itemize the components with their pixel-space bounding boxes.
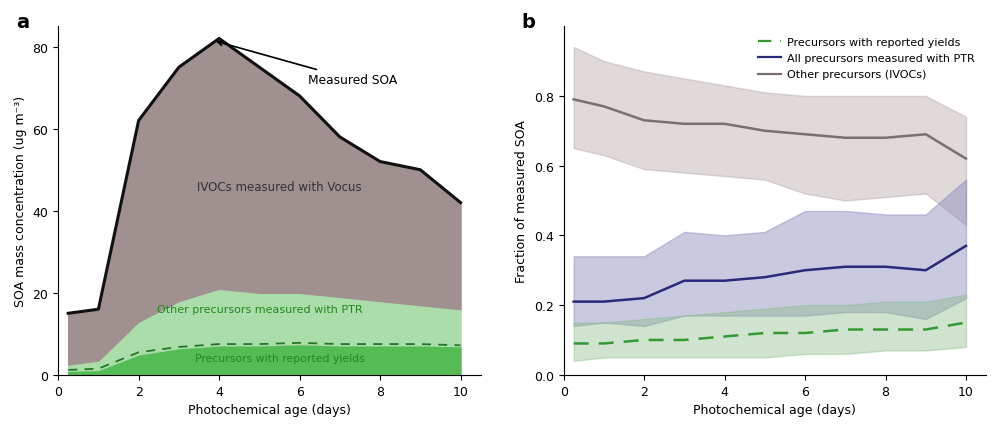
Y-axis label: Fraction of measured SOA: Fraction of measured SOA [515,120,528,282]
Y-axis label: SOA mass concentration (ug m⁻³): SOA mass concentration (ug m⁻³) [14,96,27,306]
Text: IVOCs measured with Vocus: IVOCs measured with Vocus [197,180,362,193]
Text: b: b [521,13,535,32]
Text: Other precursors measured with PTR: Other precursors measured with PTR [157,304,362,314]
Text: a: a [16,13,29,32]
Legend: Precursors with reported yields, All precursors measured with PTR, Other precurs: Precursors with reported yields, All pre… [753,33,981,86]
X-axis label: Photochemical age (days): Photochemical age (days) [188,403,351,416]
Text: Measured SOA: Measured SOA [218,42,397,87]
Text: Precursors with reported yields: Precursors with reported yields [195,353,364,364]
X-axis label: Photochemical age (days): Photochemical age (days) [693,403,856,416]
